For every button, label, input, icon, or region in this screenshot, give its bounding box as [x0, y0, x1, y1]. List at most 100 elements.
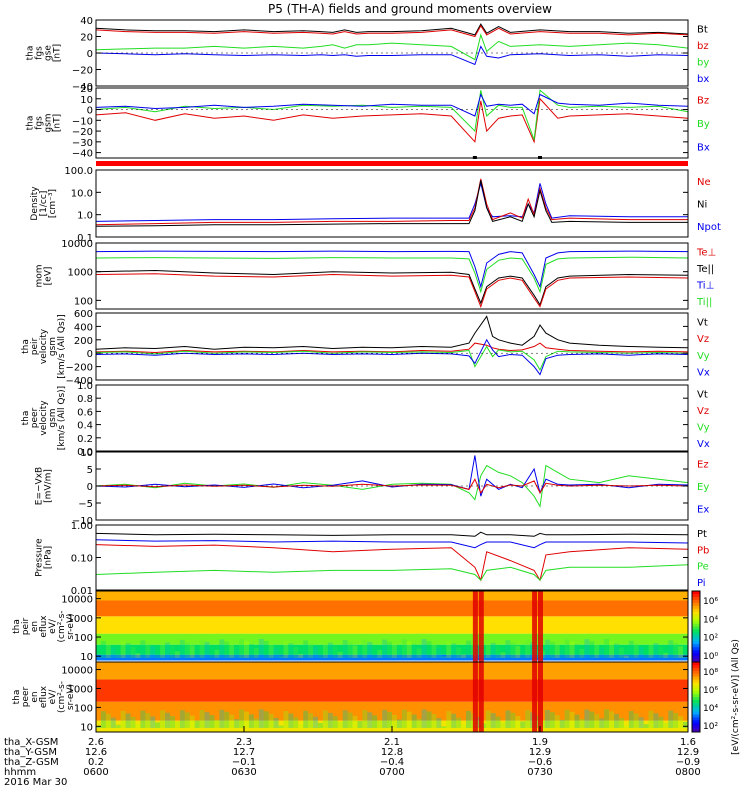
colorbar-swatch — [692, 691, 700, 695]
heatmap-cell — [416, 648, 422, 658]
y-axis-label: [1/cc] — [39, 191, 49, 217]
heatmap-cell — [105, 643, 111, 658]
x-row-value: 0700 — [379, 767, 404, 778]
colorbar-swatch — [692, 679, 700, 683]
panel-frame — [95, 242, 689, 310]
colorbar-tick-label: 10² — [703, 722, 718, 732]
heatmap-cell — [194, 720, 200, 728]
heatmap-cell — [490, 642, 496, 658]
status-bar-fill — [96, 161, 688, 166]
heatmap-cell — [638, 647, 644, 658]
heatmap-cell — [441, 656, 447, 658]
heatmap-spike — [472, 591, 478, 662]
colorbar-swatch — [692, 708, 700, 713]
colorbar-swatch — [692, 717, 700, 721]
heatmap-cell — [337, 651, 343, 658]
legend-entry: Pe — [697, 562, 709, 573]
legend-entry: Bz — [697, 96, 709, 107]
y-tick-label: 0.01 — [71, 586, 93, 597]
heatmap-cell — [584, 709, 590, 728]
heatmap-cell — [248, 714, 254, 728]
heatmap-cell — [100, 711, 106, 728]
x-row-value: 0630 — [231, 767, 256, 778]
heatmap-cell — [165, 642, 170, 658]
heatmap-cell — [273, 717, 279, 728]
heatmap-cell — [614, 713, 619, 728]
legend-entry: bx — [697, 74, 709, 85]
panel-peir_eflux: 10000 1000 100 10 tha peir en eflux eV/(cm²-s-sr… — [12, 590, 689, 663]
y-tick-label: −20 — [72, 127, 93, 138]
x-row-value: −0.6 — [528, 757, 552, 768]
heatmap-cell — [140, 640, 146, 658]
x-row-label: hhmm — [4, 767, 36, 778]
colorbar-swatch — [692, 714, 700, 718]
series-line — [95, 345, 689, 371]
colorbar: 10⁶ 10⁴ 10² 10⁰ — [691, 590, 718, 663]
heatmap-cell — [174, 651, 180, 658]
colorbar-tick-label: 10⁰ — [703, 652, 718, 662]
legend-entry: Bx — [697, 142, 710, 153]
y-axis-label: en — [30, 691, 40, 702]
panel-frame — [95, 169, 689, 238]
x-row-value: 1.9 — [532, 737, 548, 748]
heatmap-cell — [673, 712, 679, 728]
colorbar-tick-label: 10⁴ — [703, 704, 718, 714]
heatmap-cell — [604, 638, 610, 658]
x-row-value: 2.6 — [88, 737, 104, 748]
heatmap-cell — [209, 715, 215, 728]
heatmap-cell — [554, 644, 560, 658]
x-row-value: −0.1 — [232, 757, 256, 768]
panel-pressure: 1.00 0.10 0.01 Pressure [nPa] Pt Pb Pe Pi — [35, 521, 710, 597]
colorbar-swatch — [692, 720, 700, 724]
heatmap-cell — [357, 721, 363, 728]
legend-entry: Vy — [697, 351, 710, 362]
heatmap-cell — [678, 716, 684, 728]
legend-entry: Vt — [697, 317, 708, 328]
heatmap-cell — [229, 644, 235, 658]
y-tick-label: 20 — [80, 33, 93, 44]
heatmap-cell — [406, 641, 412, 658]
x-row-label: tha_Z-GSM — [4, 757, 59, 768]
heatmap-cell — [332, 646, 338, 658]
series-line — [95, 93, 689, 117]
heatmap-cell — [258, 709, 264, 728]
series-line — [95, 269, 689, 306]
heatmap-cell — [382, 709, 388, 728]
y-tick-label: 10000 — [61, 239, 93, 250]
heatmap-cell — [160, 710, 166, 728]
heatmap-cell — [288, 643, 294, 658]
y-tick-label: 1000 — [68, 684, 93, 695]
x-row-label: tha_Y-GSM — [4, 747, 57, 758]
colorbar-swatch — [692, 611, 700, 616]
heatmap-cell — [648, 640, 654, 658]
y-tick-label: 0.1 — [77, 233, 93, 244]
panel-efield: 10 5 0 −5 −10 E=−VxB [mV/m] Ez Ey Ex — [35, 448, 710, 527]
heatmap-cell — [327, 712, 333, 728]
heatmap-cell — [623, 725, 629, 728]
y-tick-label: −30 — [72, 138, 93, 149]
heatmap-cell — [446, 640, 452, 658]
legend-entry: Pt — [697, 529, 707, 540]
colorbar-swatch — [692, 591, 700, 595]
y-axis-label: tha — [21, 411, 31, 426]
heatmap-cell — [219, 639, 225, 658]
y-tick-label: 0 — [87, 349, 93, 360]
heatmap-cell — [604, 709, 610, 728]
heatmap-cell — [416, 718, 422, 728]
heatmap-cell — [392, 714, 397, 728]
heatmap-band — [96, 633, 688, 645]
legend-entry: Ti⊥ — [696, 280, 714, 291]
heatmap-cell — [239, 709, 244, 728]
y-tick-label: −5 — [78, 499, 93, 510]
heatmap-cell — [135, 723, 141, 728]
heatmap-cell — [426, 641, 432, 658]
status-bar-marker — [538, 156, 542, 159]
heatmap-cell — [406, 711, 412, 728]
heatmap-cell — [678, 646, 684, 658]
colorbar-swatch — [692, 688, 700, 692]
y-axis-label: [nPa] — [44, 546, 54, 569]
heatmap-cell — [564, 639, 570, 658]
heatmap-cell — [170, 645, 175, 658]
heatmap-cell — [308, 642, 314, 658]
heatmap-cell — [495, 716, 501, 728]
